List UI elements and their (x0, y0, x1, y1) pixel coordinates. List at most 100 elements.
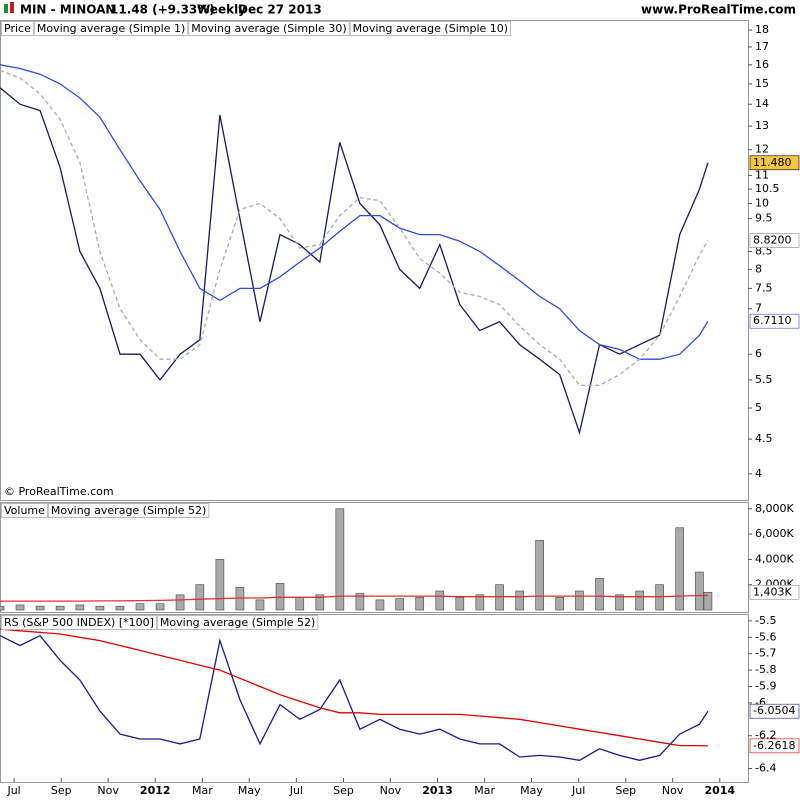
y-tick-label: 10 (755, 197, 769, 210)
volume-bar (175, 594, 185, 611)
legend-box (1, 615, 157, 630)
value-tag-label: 1,403K (753, 585, 792, 598)
x-tick-label: Sep (615, 784, 636, 797)
y-tick-label: 10.5 (755, 182, 780, 195)
y-tick-label: 5 (755, 401, 762, 414)
watermark: © ProRealTime.com (4, 485, 114, 498)
volume-bar (215, 559, 225, 611)
volume-bar (15, 604, 25, 611)
legend-box (1, 21, 34, 36)
y-tick-label: 12 (755, 143, 769, 156)
x-tick-label: 2014 (704, 784, 735, 797)
y-tick-label: -6 (755, 696, 766, 709)
volume-bar (535, 540, 544, 611)
volume-bar (675, 527, 684, 611)
volume-bar (355, 593, 365, 611)
volume-bar (695, 571, 704, 611)
site: www.ProRealTime.com (641, 3, 796, 17)
x-tick-label: Jul (289, 784, 303, 797)
volume-bar (475, 594, 485, 611)
y-tick-label: 13 (755, 119, 769, 132)
y-tick-label: -5.5 (755, 614, 776, 627)
value-tag-label: 8.8200 (753, 234, 792, 247)
x-tick-label: Mar (474, 784, 495, 797)
y-tick-label: 14 (755, 97, 769, 110)
x-tick-label: Jul (571, 784, 585, 797)
legend-label: Moving average (Simple 10) (353, 22, 508, 35)
x-tick-label: Sep (51, 784, 72, 797)
y-tick-label: 17 (755, 40, 769, 53)
volume-bar (415, 597, 425, 611)
volume-bar (455, 597, 465, 611)
legend-label: RS (S&P 500 INDEX) [*100] (4, 616, 154, 629)
series-line (0, 628, 708, 747)
volume-bar (435, 590, 445, 611)
volume-bar (315, 594, 325, 611)
quote: 11.48 (+9.33%) (110, 3, 215, 17)
y-tick-label: -5.7 (755, 647, 776, 660)
y-tick-label: 4,000K (755, 552, 794, 565)
y-tick-label: -5.8 (755, 663, 776, 676)
y-tick-label: 9.5 (755, 212, 773, 225)
x-tick-label: Mar (192, 784, 213, 797)
legend-label: Volume (4, 504, 45, 517)
panel-frame (0, 614, 749, 783)
volume-bar (55, 605, 65, 611)
y-tick-label: 4 (755, 467, 762, 480)
volume-bar (195, 584, 205, 611)
legend-box (156, 615, 319, 630)
y-tick-label: 11 (755, 168, 769, 181)
series-line (0, 69, 709, 386)
y-tick-label: 5.5 (755, 373, 773, 386)
value-tag (749, 738, 800, 754)
volume-bar (255, 599, 265, 611)
y-tick-label: 15 (755, 77, 769, 90)
x-tick-label: Nov (380, 784, 402, 797)
y-tick-label: 8,000K (755, 502, 794, 515)
x-tick-label: Nov (97, 784, 119, 797)
volume-bar (703, 591, 713, 611)
y-tick-label: 8 (755, 262, 762, 275)
value-tag-label: 6.7110 (753, 314, 792, 327)
legend-label: Moving average (Simple 52) (51, 504, 206, 517)
value-tag-label: -6.2618 (753, 739, 795, 752)
logo-bar (10, 2, 14, 13)
y-tick-label: 7.5 (755, 281, 773, 294)
y-tick-label: -6.4 (755, 762, 776, 775)
legend-box (188, 21, 350, 36)
y-tick-label: -5.9 (755, 680, 776, 693)
legend-box (349, 21, 512, 36)
legend-box (1, 503, 48, 518)
volume-bar (335, 508, 345, 611)
y-tick-label: 6 (755, 347, 762, 360)
volume-bar (75, 604, 85, 611)
legend-label: Moving average (Simple 30) (191, 22, 346, 35)
series-line (0, 634, 709, 761)
panel-frame (0, 20, 749, 501)
volume-bar (555, 597, 565, 611)
volume-bar (155, 603, 165, 611)
volume-bar (35, 605, 45, 611)
value-tag-label: 11.480 (753, 156, 792, 169)
value-tag-label: -6.0504 (753, 704, 795, 717)
panel-frame (0, 502, 749, 613)
y-tick-label: -6.2 (755, 729, 776, 742)
value-tag (749, 233, 800, 248)
volume-bar (115, 605, 125, 611)
legend-box (47, 503, 210, 518)
period: Weekly (197, 3, 246, 17)
series-line (0, 594, 708, 602)
legend-label: Moving average (Simple 1) (37, 22, 185, 35)
value-tag (749, 155, 800, 171)
legend-label: Moving average (Simple 52) (160, 616, 315, 629)
volume-bar (595, 578, 604, 611)
y-tick-label: 6,000K (755, 527, 794, 540)
volume-bar (515, 590, 524, 611)
value-tag (749, 313, 800, 329)
legend-label: Price (4, 22, 31, 35)
y-tick-label: 18 (755, 23, 769, 36)
legend-box (33, 21, 189, 36)
y-tick-label: 4.5 (755, 432, 773, 445)
volume-bar (635, 590, 644, 611)
